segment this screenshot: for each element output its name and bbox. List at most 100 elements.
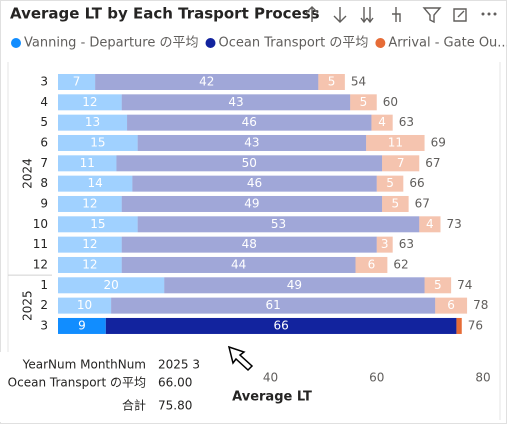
filter-icon[interactable] [422,7,442,24]
legend-marker [205,38,216,48]
bar-segment [456,317,462,334]
x-tick-label: 60 [369,371,384,385]
y-tick-label: 3 [40,75,48,89]
data-label: 20 [103,278,118,292]
data-label: 50 [242,156,257,170]
tooltip-label: 合計 [122,398,146,413]
data-label: 5 [386,176,394,190]
x-tick-label: 80 [475,371,490,385]
bar-segment [116,155,383,172]
data-label: 5 [392,196,400,210]
bar-segment [58,74,96,90]
data-label: 4 [378,115,386,129]
data-label: 10 [77,298,92,312]
bar-segment [132,175,377,192]
total-label: 69 [431,135,446,149]
bar-segment [111,297,436,314]
tooltip-box [0,352,200,422]
expand-next-icon[interactable] [392,7,401,22]
expand-all-icon[interactable] [360,7,374,24]
data-label: 66 [273,318,288,332]
legend-label: Ocean Transport の平均 [219,36,369,51]
x-tick-label: 40 [263,371,278,385]
bar-segment [95,74,319,90]
bar-segment [58,216,138,233]
data-label: 7 [73,75,81,89]
data-label: 15 [90,135,105,149]
y-tick-label: 9 [40,196,48,210]
y-tick-label: 11 [33,237,48,251]
data-label: 11 [388,135,403,149]
data-label: 12 [82,257,97,271]
data-label: 14 [88,176,103,190]
more-options[interactable] [481,12,497,16]
total-label: 73 [447,217,462,231]
bar-segment [376,175,404,192]
y-tick-label: 6 [40,135,48,149]
total-label: 66 [409,176,424,190]
bar-segment [318,74,345,90]
bar-segment [350,94,377,111]
total-label: 62 [393,257,408,271]
data-label: 5 [328,75,336,89]
total-label: 54 [351,75,366,89]
data-label: 9 [78,318,86,332]
data-label: 49 [244,196,259,210]
bar-segment [58,175,133,192]
data-label: 42 [199,75,214,89]
legend-label: Vanning - Departure の平均 [24,36,199,51]
bar-segment [355,256,388,273]
bar-segment [121,195,383,212]
cursor [227,345,254,372]
bar-segment [419,216,441,233]
tooltip-label: Ocean Transport の平均 [8,376,146,390]
data-label: 53 [271,217,286,231]
focus-icon[interactable] [453,8,467,22]
bar-segment [137,134,367,151]
bar-segment [435,297,468,314]
bar-segment [424,277,452,294]
data-label: 5 [434,278,442,292]
data-label: 46 [247,176,262,190]
data-label: 48 [242,237,257,251]
bar-segment [127,114,372,131]
bar-segment [58,134,138,151]
y-tick-label: 10 [33,217,48,231]
bar-segment [376,236,393,253]
data-label: 46 [242,115,257,129]
data-label: 44 [231,257,246,271]
data-label: 61 [266,298,281,312]
group-label: 2025 [21,290,35,321]
bar-segment [137,216,420,233]
total-label: 67 [415,196,430,210]
data-label: 4 [426,217,434,231]
bar-segment [121,256,356,273]
bar-segment [105,317,457,334]
data-label: 12 [82,196,97,210]
data-label: 6 [447,298,455,312]
total-label: 78 [473,298,488,312]
y-tick-label: 1 [40,278,48,292]
bar-segment [121,94,351,111]
data-label: 12 [82,237,97,251]
data-label: 43 [228,95,243,109]
legend-marker [375,38,386,48]
data-label: 43 [244,135,259,149]
y-tick-label: 5 [40,115,48,129]
bar-segment [58,114,128,131]
total-label: 76 [468,318,483,332]
y-tick-label: 7 [40,156,48,170]
tooltip-label: YearNum MonthNum [22,358,146,372]
data-label: 5 [360,95,368,109]
data-label: 7 [397,156,405,170]
drill-down-icon[interactable] [333,7,347,23]
drill-up-icon[interactable] [305,6,319,22]
y-tick-label: 3 [40,318,48,332]
y-tick-label: 8 [40,176,48,190]
bar-segment [58,155,117,172]
header-icons[interactable] [305,6,467,24]
data-label: 6 [368,257,376,271]
data-label: 11 [80,156,95,170]
total-label: 63 [399,115,414,129]
